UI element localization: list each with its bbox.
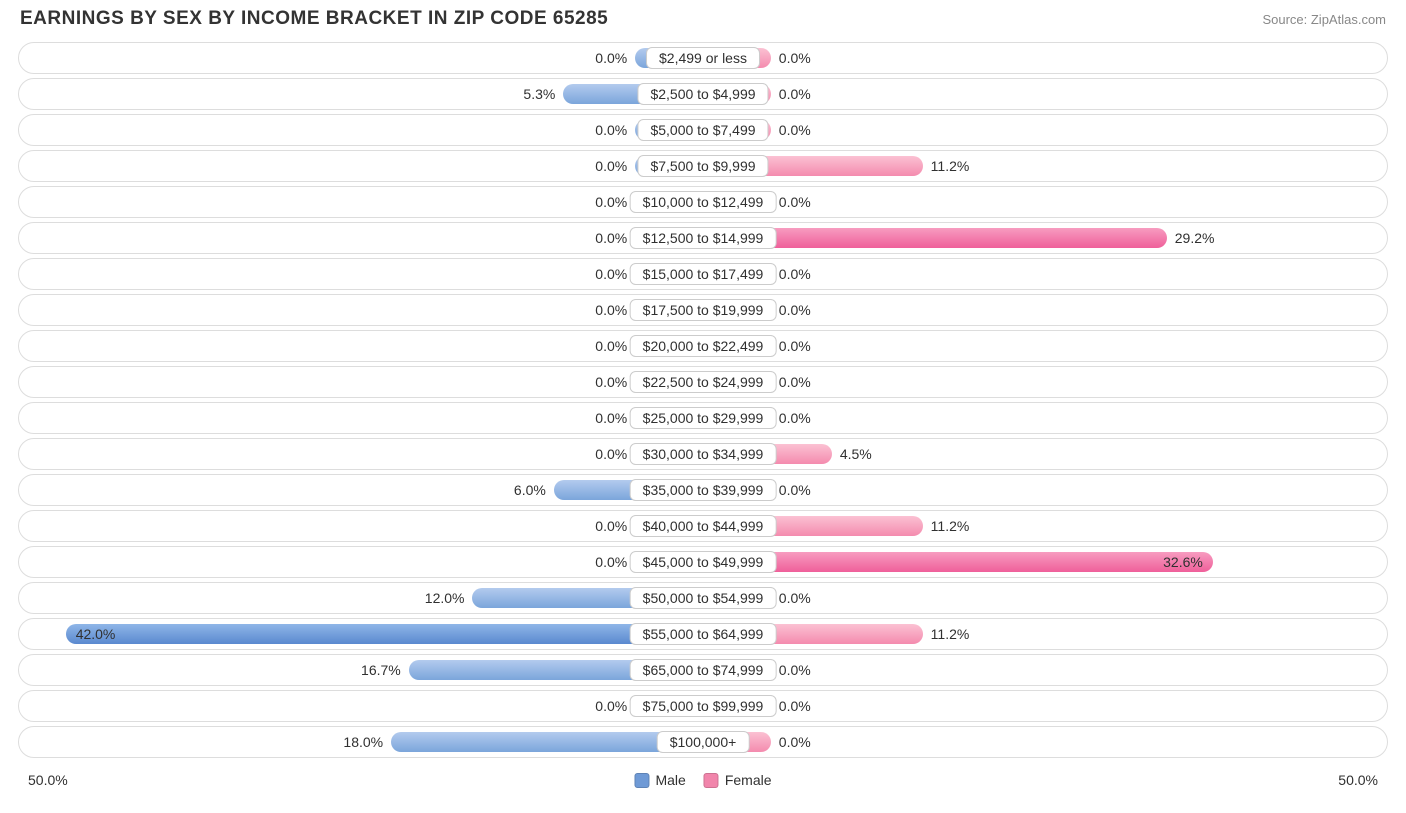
category-badge: $75,000 to $99,999 xyxy=(630,695,777,717)
chart-row: 0.0%0.0%$17,500 to $19,999 xyxy=(18,294,1388,326)
chart-row: 0.0%0.0%$75,000 to $99,999 xyxy=(18,690,1388,722)
category-badge: $35,000 to $39,999 xyxy=(630,479,777,501)
female-bar: 32.6% xyxy=(703,552,1213,572)
male-value-label: 42.0% xyxy=(76,626,116,642)
male-swatch-icon xyxy=(634,773,649,788)
chart-row: 0.0% 0.0%$5,000 to $7,499 xyxy=(18,114,1388,146)
female-value-label: 0.0% xyxy=(771,86,811,102)
category-badge: $20,000 to $22,499 xyxy=(630,335,777,357)
female-value-label: 0.0% xyxy=(771,266,811,282)
male-value-label: 0.0% xyxy=(595,122,635,138)
chart-row: 0.0%0.0%$10,000 to $12,499 xyxy=(18,186,1388,218)
category-badge: $7,500 to $9,999 xyxy=(637,155,768,177)
female-value-label: 0.0% xyxy=(771,50,811,66)
male-value-label: 16.7% xyxy=(361,662,409,678)
category-badge: $55,000 to $64,999 xyxy=(630,623,777,645)
chart-row: 6.0% 0.0%$35,000 to $39,999 xyxy=(18,474,1388,506)
legend: Male Female xyxy=(634,772,771,788)
female-value-label: 0.0% xyxy=(771,482,811,498)
legend-male-label: Male xyxy=(655,772,685,788)
chart-row: 18.0% 0.0% $100,000+ xyxy=(18,726,1388,758)
chart-row: 0.0%11.2%$40,000 to $44,999 xyxy=(18,510,1388,542)
chart-row: 16.7% 0.0%$65,000 to $74,999 xyxy=(18,654,1388,686)
category-badge: $40,000 to $44,999 xyxy=(630,515,777,537)
female-swatch-icon xyxy=(704,773,719,788)
male-bar: 42.0% xyxy=(66,624,703,644)
chart-row: 0.0% 11.2% $7,500 to $9,999 xyxy=(18,150,1388,182)
female-value-label: 0.0% xyxy=(771,734,811,750)
category-badge: $25,000 to $29,999 xyxy=(630,407,777,429)
chart-row: 42.0% 11.2% $55,000 to $64,999 xyxy=(18,618,1388,650)
male-value-label: 5.3% xyxy=(523,86,563,102)
chart-row: 12.0% 0.0%$50,000 to $54,999 xyxy=(18,582,1388,614)
chart-title: EARNINGS BY SEX BY INCOME BRACKET IN ZIP… xyxy=(20,8,608,30)
axis-right-label: 50.0% xyxy=(1338,772,1378,788)
category-badge: $22,500 to $24,999 xyxy=(630,371,777,393)
chart-row: 0.0% 0.0% $2,499 or less xyxy=(18,42,1388,74)
male-value-label: 18.0% xyxy=(343,734,391,750)
axis-left-label: 50.0% xyxy=(28,772,68,788)
chart-area: 0.0%0.0%$2,499 or less5.3%0.0%$2,500 to … xyxy=(0,42,1406,758)
female-value-label: 0.0% xyxy=(771,302,811,318)
category-badge: $15,000 to $17,499 xyxy=(630,263,777,285)
category-badge: $17,500 to $19,999 xyxy=(630,299,777,321)
category-badge: $50,000 to $54,999 xyxy=(630,587,777,609)
male-value-label: 0.0% xyxy=(595,158,635,174)
male-value-label: 6.0% xyxy=(514,482,554,498)
female-value-label: 0.0% xyxy=(771,374,811,390)
chart-row: 0.0%0.0%$25,000 to $29,999 xyxy=(18,402,1388,434)
legend-item-female: Female xyxy=(704,772,772,788)
female-value-label: 0.0% xyxy=(771,194,811,210)
legend-item-male: Male xyxy=(634,772,685,788)
category-badge: $100,000+ xyxy=(657,731,750,753)
category-badge: $2,500 to $4,999 xyxy=(637,83,768,105)
category-badge: $65,000 to $74,999 xyxy=(630,659,777,681)
category-badge: $2,499 or less xyxy=(646,47,760,69)
category-badge: $10,000 to $12,499 xyxy=(630,191,777,213)
chart-row: 0.0%32.6%$45,000 to $49,999 xyxy=(18,546,1388,578)
female-value-label: 29.2% xyxy=(1167,230,1215,246)
chart-row: 0.0%0.0%$20,000 to $22,499 xyxy=(18,330,1388,362)
female-value-label: 32.6% xyxy=(1163,554,1203,570)
chart-row: 0.0%4.5%$30,000 to $34,999 xyxy=(18,438,1388,470)
male-value-label: 12.0% xyxy=(425,590,473,606)
female-value-label: 0.0% xyxy=(771,698,811,714)
female-value-label: 0.0% xyxy=(771,338,811,354)
female-value-label: 11.2% xyxy=(923,518,970,534)
female-value-label: 11.2% xyxy=(923,158,970,174)
female-value-label: 0.0% xyxy=(771,590,811,606)
female-value-label: 4.5% xyxy=(832,446,872,462)
legend-female-label: Female xyxy=(725,772,772,788)
category-badge: $45,000 to $49,999 xyxy=(630,551,777,573)
category-badge: $30,000 to $34,999 xyxy=(630,443,777,465)
female-value-label: 0.0% xyxy=(771,410,811,426)
chart-row: 0.0%0.0%$15,000 to $17,499 xyxy=(18,258,1388,290)
category-badge: $12,500 to $14,999 xyxy=(630,227,777,249)
male-value-label: 0.0% xyxy=(595,50,635,66)
chart-footer: 50.0% Male Female 50.0% xyxy=(0,762,1406,792)
chart-row: 5.3% 0.0%$2,500 to $4,999 xyxy=(18,78,1388,110)
category-badge: $5,000 to $7,499 xyxy=(637,119,768,141)
female-value-label: 11.2% xyxy=(923,626,970,642)
chart-header: EARNINGS BY SEX BY INCOME BRACKET IN ZIP… xyxy=(0,0,1406,42)
chart-row: 0.0%29.2%$12,500 to $14,999 xyxy=(18,222,1388,254)
chart-row: 0.0%0.0%$22,500 to $24,999 xyxy=(18,366,1388,398)
female-value-label: 0.0% xyxy=(771,662,811,678)
female-value-label: 0.0% xyxy=(771,122,811,138)
chart-source: Source: ZipAtlas.com xyxy=(1262,12,1386,27)
